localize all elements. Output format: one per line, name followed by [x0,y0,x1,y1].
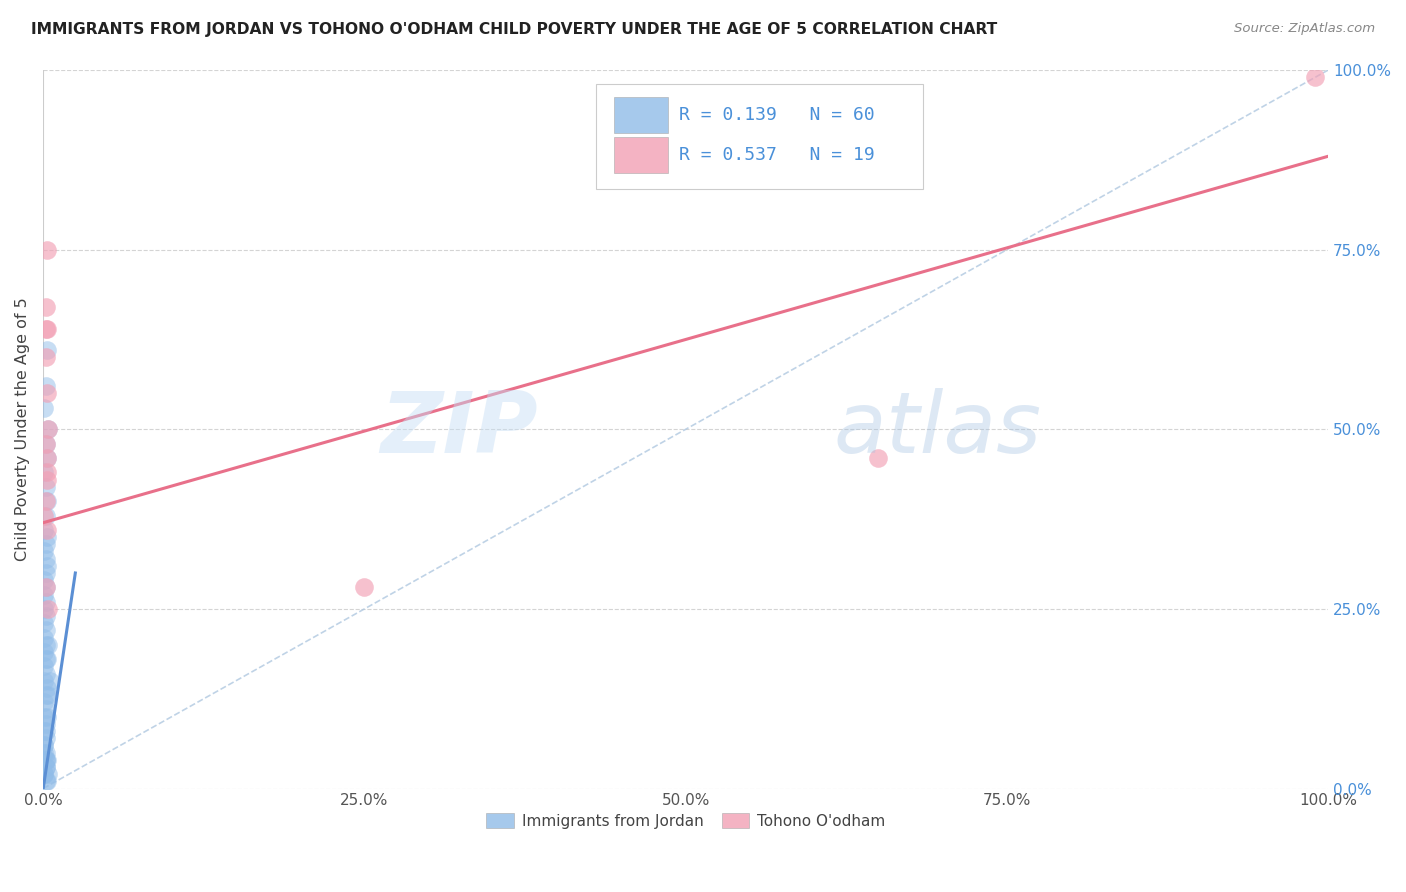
Point [34,602,56,616]
Point [35,480,58,494]
Point [34,401,56,415]
Point [34,659,56,673]
Point [35,450,58,465]
Point [35,243,58,257]
Point [35,558,58,573]
Point [34,739,56,753]
Point [353,580,375,594]
Point [35,760,58,774]
Point [35,450,58,465]
Point [35,322,58,336]
Point [35,551,58,566]
Point [35,466,58,480]
Point [35,709,58,723]
Text: Source: ZipAtlas.com: Source: ZipAtlas.com [1234,22,1375,36]
Point [34,616,56,631]
FancyBboxPatch shape [596,85,924,188]
Point [34,746,56,760]
Point [35,537,58,551]
Text: ZIP: ZIP [380,388,538,471]
Point [34,588,56,602]
Point [34,573,56,587]
Point [35,343,58,358]
Point [37,422,59,436]
Point [35,386,58,401]
Point [37,767,59,781]
Point [34,695,56,709]
Point [35,666,58,681]
Point [37,422,59,436]
Point [37,688,59,702]
Point [35,473,58,487]
Point [35,508,58,523]
Point [35,300,58,314]
Point [35,681,58,695]
Point [34,645,56,659]
Point [35,523,58,537]
Point [35,652,58,666]
Point [35,595,58,609]
Point [34,544,56,558]
FancyBboxPatch shape [613,97,668,133]
Point [35,580,58,594]
Point [35,436,58,450]
Point [35,624,58,638]
Point [34,673,56,688]
Point [35,494,58,508]
Point [38,673,60,688]
Point [1303,70,1326,85]
Point [35,724,58,739]
Point [35,753,58,767]
Point [35,717,58,731]
Point [35,774,58,789]
Point [34,739,56,753]
Text: atlas: atlas [834,388,1042,471]
Point [34,523,56,537]
Text: R = 0.537   N = 19: R = 0.537 N = 19 [679,145,875,164]
Point [35,566,58,580]
Point [34,631,56,645]
Point [35,322,58,336]
Point [35,609,58,624]
Point [34,767,56,781]
FancyBboxPatch shape [613,136,668,173]
Point [35,702,58,716]
Point [34,466,56,480]
Point [35,638,58,652]
Y-axis label: Child Poverty Under the Age of 5: Child Poverty Under the Age of 5 [15,297,30,561]
Point [34,709,56,723]
Point [35,351,58,365]
Point [35,652,58,666]
Point [35,731,58,746]
Point [35,774,58,789]
Point [35,746,58,760]
Point [35,753,58,767]
Point [35,688,58,702]
Point [35,530,58,544]
Point [34,508,56,523]
Point [37,638,59,652]
Point [868,450,890,465]
Point [35,436,58,450]
Point [34,767,56,781]
Point [34,724,56,739]
Point [35,753,58,767]
Point [35,580,58,594]
Text: R = 0.139   N = 60: R = 0.139 N = 60 [679,106,875,124]
Point [37,602,59,616]
Legend: Immigrants from Jordan, Tohono O'odham: Immigrants from Jordan, Tohono O'odham [481,807,891,835]
Point [35,379,58,393]
Point [35,760,58,774]
Point [35,494,58,508]
Text: IMMIGRANTS FROM JORDAN VS TOHONO O'ODHAM CHILD POVERTY UNDER THE AGE OF 5 CORREL: IMMIGRANTS FROM JORDAN VS TOHONO O'ODHAM… [31,22,997,37]
